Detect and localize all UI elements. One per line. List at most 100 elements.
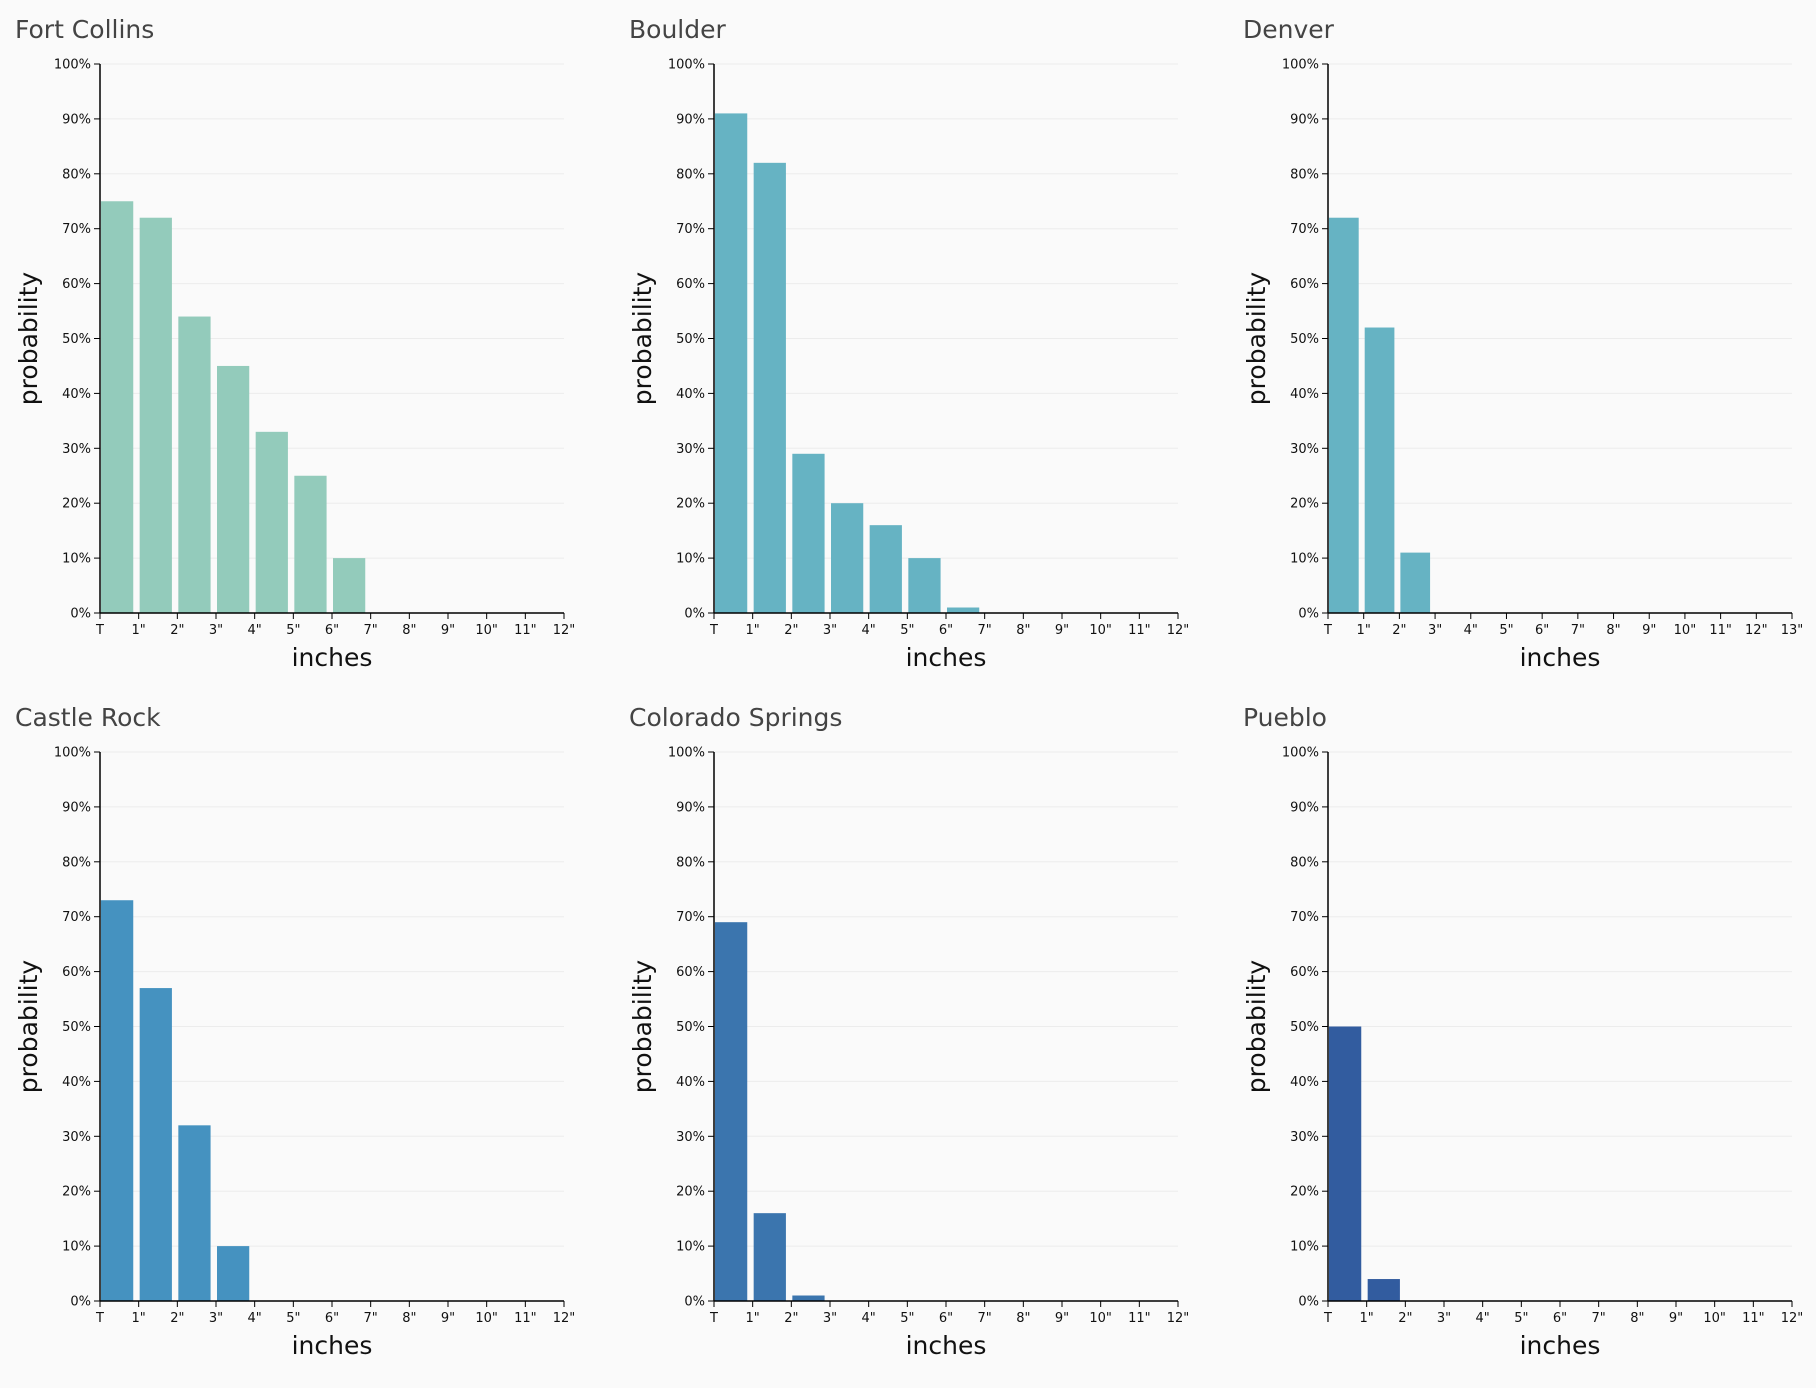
x-tick-label: 8" <box>1016 623 1030 638</box>
y-tick-label: 40% <box>1290 387 1319 402</box>
x-tick-label: 6" <box>1553 1311 1567 1326</box>
x-tick-label: 7" <box>978 623 992 638</box>
x-tick-label: 12" <box>553 623 576 638</box>
y-tick-label: 10% <box>62 552 91 567</box>
x-tick-label: 9" <box>1055 623 1069 638</box>
x-tick-label: 12" <box>1745 623 1768 638</box>
x-tick-label: 3" <box>209 623 223 638</box>
y-tick-label: 20% <box>1290 497 1319 512</box>
x-tick-label: 2" <box>784 1311 798 1326</box>
chart-title: Colorado Springs <box>629 703 842 732</box>
y-tick-label: 10% <box>676 1240 705 1255</box>
y-axis-label: probability <box>1242 960 1271 1094</box>
bar <box>753 1213 786 1301</box>
x-tick-label: 6" <box>325 623 339 638</box>
y-tick-label: 0% <box>1298 607 1319 622</box>
y-tick-label: 60% <box>1290 965 1319 980</box>
x-tick-label: 8" <box>402 623 416 638</box>
y-tick-label: 30% <box>62 1130 91 1145</box>
bar <box>139 988 172 1301</box>
y-axis-label: probability <box>14 960 43 1094</box>
y-tick-label: 30% <box>676 1130 705 1145</box>
bar <box>1329 1026 1362 1301</box>
y-tick-label: 70% <box>62 910 91 925</box>
y-tick-label: 100% <box>1282 746 1319 761</box>
y-axis-label: probability <box>628 272 657 406</box>
y-tick-label: 100% <box>1282 58 1319 73</box>
y-tick-label: 10% <box>62 1240 91 1255</box>
y-axis-label: probability <box>1242 272 1271 406</box>
x-tick-label: T <box>1323 623 1332 638</box>
bar <box>715 113 748 613</box>
x-tick-label: 3" <box>209 1311 223 1326</box>
chart-panel: Castle Rock 0% 10% 20% 30% 40% 50% 60% 70% 80% 90%… <box>14 703 575 1360</box>
y-tick-label: 80% <box>1290 167 1319 182</box>
bar <box>255 431 288 613</box>
y-tick-label: 60% <box>1290 277 1319 292</box>
x-tick-label: 2" <box>170 1311 184 1326</box>
x-tick-label: 8" <box>402 1311 416 1326</box>
x-tick-label: 11" <box>1742 1311 1765 1326</box>
y-axis-label: probability <box>14 272 43 406</box>
chart-panel: Boulder 0% 10% 20% 30% 40% 50% 60% 70% 80% 90% 100%… <box>628 15 1189 672</box>
x-tick-label: 1" <box>132 623 146 638</box>
x-tick-label: 4" <box>1476 1311 1490 1326</box>
x-tick-label: 3" <box>823 623 837 638</box>
y-tick-label: 100% <box>668 746 705 761</box>
x-tick-label: 4" <box>248 623 262 638</box>
y-tick-label: 40% <box>676 1075 705 1090</box>
x-tick-label: 9" <box>441 623 455 638</box>
chart-panel: Denver 0% 10% 20% 30% 40% 50% 60% 70% 80% 90% 100% T… <box>1242 15 1803 672</box>
x-tick-label: 6" <box>939 623 953 638</box>
y-tick-label: 70% <box>676 222 705 237</box>
y-tick-label: 40% <box>1290 1075 1319 1090</box>
bar <box>178 1125 211 1301</box>
x-tick-label: 3" <box>1428 623 1442 638</box>
y-tick-label: 50% <box>62 1020 91 1035</box>
x-tick-label: 4" <box>1464 623 1478 638</box>
x-tick-label: 6" <box>325 1311 339 1326</box>
x-tick-label: 11" <box>514 623 537 638</box>
y-tick-label: 0% <box>70 1295 91 1310</box>
x-tick-label: 5" <box>1499 623 1513 638</box>
y-tick-label: 90% <box>62 800 91 815</box>
x-axis-label: inches <box>292 643 373 672</box>
x-tick-label: 2" <box>1392 623 1406 638</box>
x-tick-label: 9" <box>1055 1311 1069 1326</box>
y-tick-label: 90% <box>676 800 705 815</box>
x-tick-label: 10" <box>1703 1311 1726 1326</box>
x-tick-label: T <box>95 1311 104 1326</box>
bar <box>217 1246 250 1301</box>
x-tick-label: 1" <box>1357 623 1371 638</box>
y-tick-label: 100% <box>668 58 705 73</box>
y-tick-label: 100% <box>54 58 91 73</box>
chart-panel: Pueblo 0% 10% 20% 30% 40% 50% 60% 70% 80% 90% 100% T… <box>1242 703 1803 1360</box>
x-tick-label: 1" <box>746 623 760 638</box>
y-tick-label: 0% <box>70 607 91 622</box>
x-tick-label: 2" <box>170 623 184 638</box>
bar <box>333 558 366 613</box>
y-tick-label: 40% <box>62 387 91 402</box>
y-tick-label: 90% <box>62 112 91 127</box>
y-tick-label: 100% <box>54 746 91 761</box>
x-axis-label: inches <box>1520 643 1601 672</box>
x-tick-label: 7" <box>1571 623 1585 638</box>
bar <box>1364 327 1395 613</box>
x-tick-label: 5" <box>286 1311 300 1326</box>
y-tick-label: 60% <box>62 965 91 980</box>
y-tick-label: 70% <box>1290 910 1319 925</box>
bar <box>869 525 902 613</box>
x-tick-label: 12" <box>1167 1311 1190 1326</box>
y-tick-label: 80% <box>676 167 705 182</box>
x-tick-label: 3" <box>1437 1311 1451 1326</box>
bar <box>178 316 211 613</box>
y-tick-label: 30% <box>62 442 91 457</box>
bar <box>908 558 941 613</box>
bar <box>1367 1279 1400 1301</box>
chart-panel: Fort Collins 0% 10% 20% 30% 40% 50% 60% 70% 80% 90… <box>14 15 575 672</box>
x-tick-label: 12" <box>1167 623 1190 638</box>
x-tick-label: 10" <box>475 1311 498 1326</box>
y-tick-label: 70% <box>676 910 705 925</box>
y-tick-label: 30% <box>1290 442 1319 457</box>
